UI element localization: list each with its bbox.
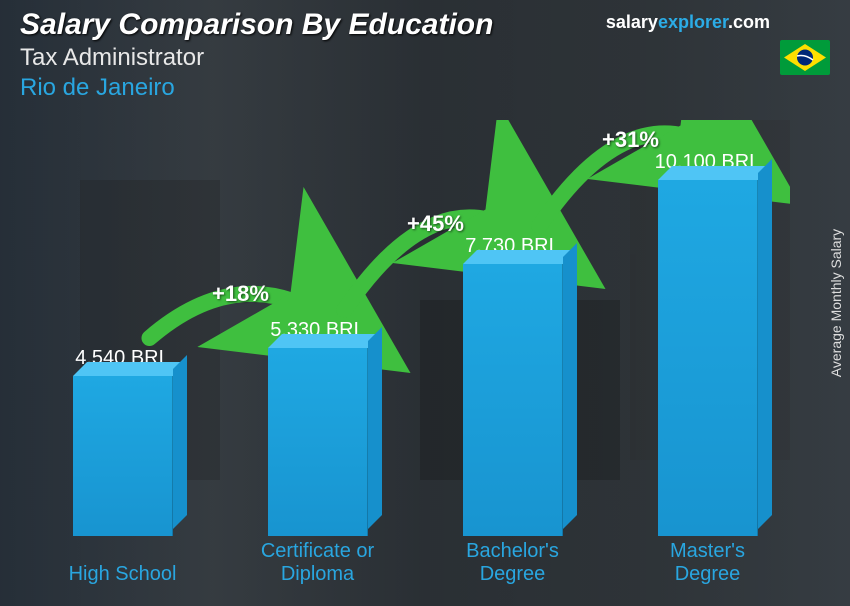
bar-shape xyxy=(463,264,563,536)
bar-label: Certificate orDiploma xyxy=(238,540,398,586)
bar-2: 7,730 BRL Bachelor'sDegree xyxy=(430,120,595,536)
salary-bar-chart: 4,540 BRL High School 5,330 BRL Certific… xyxy=(40,120,790,536)
bars-container: 4,540 BRL High School 5,330 BRL Certific… xyxy=(40,120,790,536)
bar-0: 4,540 BRL High School xyxy=(40,120,205,536)
brand-part2: explorer xyxy=(658,12,728,32)
bar-shape xyxy=(658,180,758,536)
bar-label: High School xyxy=(43,563,203,586)
bar-shape xyxy=(268,348,368,536)
increase-pct: +31% xyxy=(602,127,659,153)
y-axis-label: Average Monthly Salary xyxy=(828,229,844,377)
country-flag-icon xyxy=(780,40,830,75)
bar-shape xyxy=(73,376,173,536)
increase-pct: +45% xyxy=(407,211,464,237)
brand-logo: salaryexplorer.com xyxy=(606,12,770,33)
page-title: Salary Comparison By Education xyxy=(20,8,493,42)
bar-3: 10,100 BRL Master'sDegree xyxy=(625,120,790,536)
header: Salary Comparison By Education Tax Admin… xyxy=(20,8,493,102)
increase-pct: +18% xyxy=(212,281,269,307)
bar-label: Bachelor'sDegree xyxy=(433,540,593,586)
brand-part1: salary xyxy=(606,12,658,32)
page-location: Rio de Janeiro xyxy=(20,74,493,102)
brand-part3: .com xyxy=(728,12,770,32)
bar-label: Master'sDegree xyxy=(628,540,788,586)
bar-1: 5,330 BRL Certificate orDiploma xyxy=(235,120,400,536)
page-subtitle: Tax Administrator xyxy=(20,44,493,72)
